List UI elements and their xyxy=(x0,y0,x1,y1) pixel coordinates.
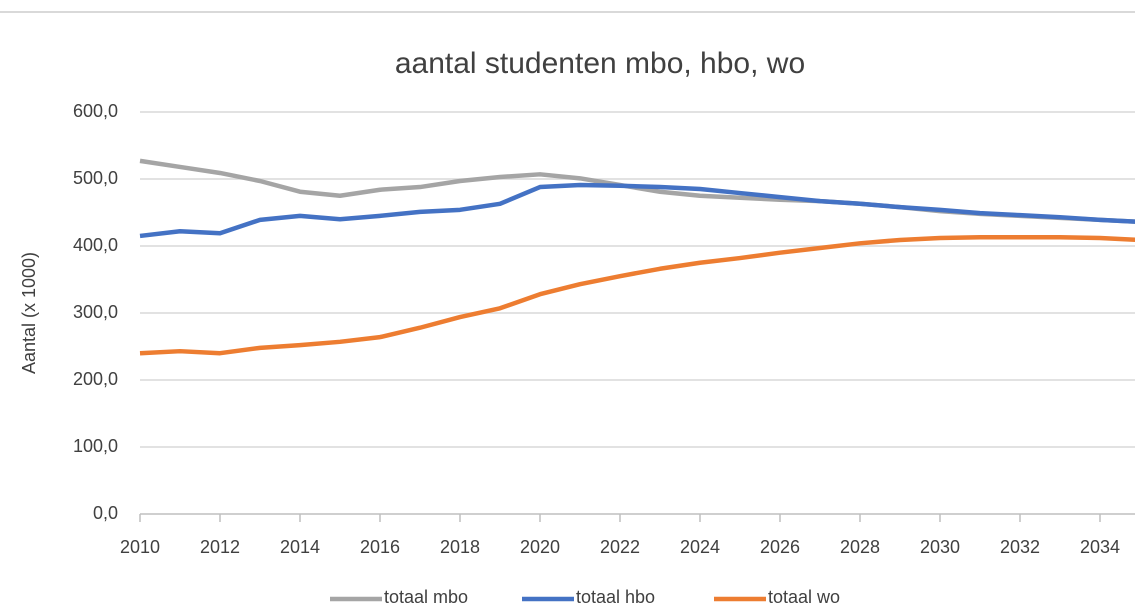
x-tick-label: 2012 xyxy=(200,537,240,557)
y-tick-label: 500,0 xyxy=(73,168,118,188)
chart-title: aantal studenten mbo, hbo, wo xyxy=(395,47,805,80)
x-tick-label: 2010 xyxy=(120,537,160,557)
x-tick-label: 2032 xyxy=(1000,537,1040,557)
y-tick-label: 300,0 xyxy=(73,302,118,322)
y-tick-label: 400,0 xyxy=(73,235,118,255)
x-tick-label: 2034 xyxy=(1080,537,1120,557)
x-tick-label: 2022 xyxy=(600,537,640,557)
series-line xyxy=(139,182,1135,239)
y-tick-label: 100,0 xyxy=(73,436,118,456)
x-tick-label: 2028 xyxy=(840,537,880,557)
legend-label: totaal wo xyxy=(768,587,840,607)
x-tick-label: 2018 xyxy=(440,537,480,557)
x-tick-label: 2026 xyxy=(760,537,800,557)
legend-label: totaal hbo xyxy=(576,587,655,607)
series-line xyxy=(139,235,1135,356)
x-tick-label: 2024 xyxy=(680,537,720,557)
x-tick-label: 2016 xyxy=(360,537,400,557)
y-tick-label: 0,0 xyxy=(93,503,118,523)
y-axis-label: Aantal (x 1000) xyxy=(19,252,39,374)
y-tick-label: 200,0 xyxy=(73,369,118,389)
x-tick-label: 2014 xyxy=(280,537,320,557)
x-tick-label: 2030 xyxy=(920,537,960,557)
y-tick-label: 600,0 xyxy=(73,101,118,121)
legend-label: totaal mbo xyxy=(384,587,468,607)
x-tick-label: 2020 xyxy=(520,537,560,557)
